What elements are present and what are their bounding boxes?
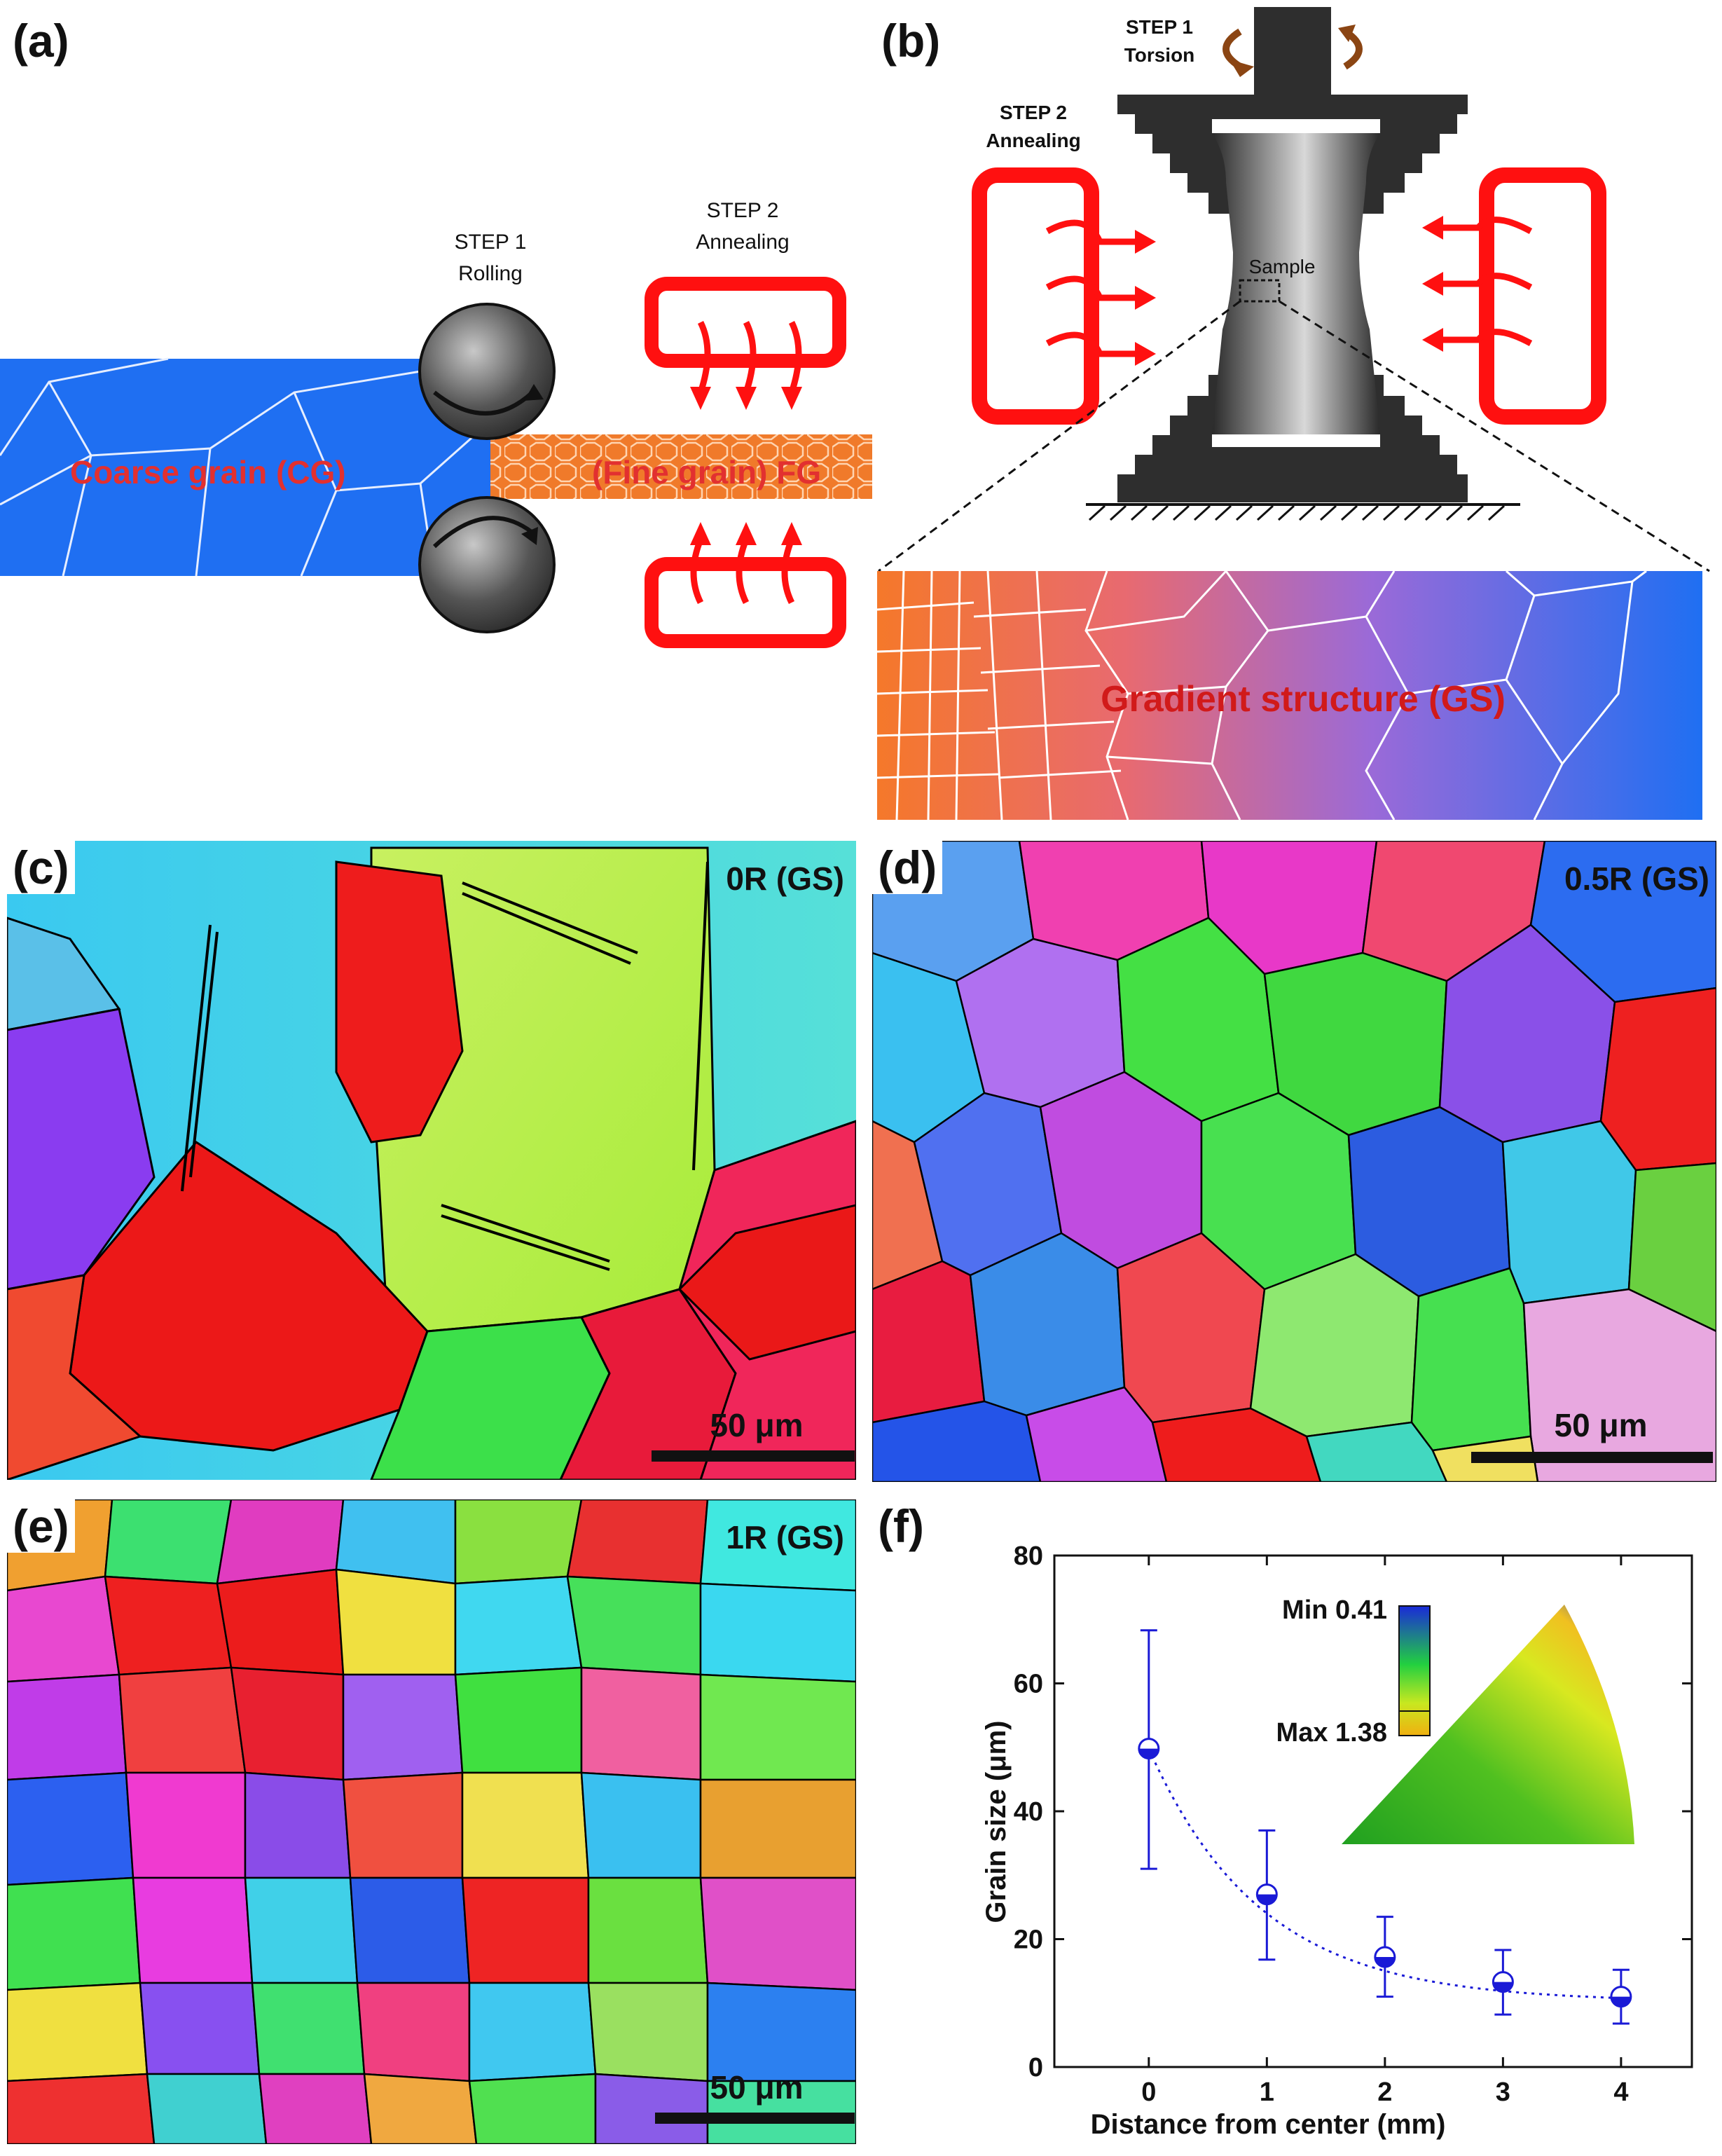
- panel-e-label: (e): [7, 1499, 75, 1553]
- panel-a: STEP 1 Rolling STEP 2 Annealing Coarse g…: [0, 0, 876, 820]
- a-step1-title: STEP 1: [455, 231, 527, 254]
- x-tick-label: 2: [1377, 2078, 1392, 2107]
- panel-b: Sample: [876, 0, 1722, 820]
- sample-region-box: [1239, 279, 1281, 303]
- a-step2-name: Annealing: [696, 231, 789, 254]
- b-step1-title: STEP 1: [1126, 16, 1193, 38]
- ebsd-map-1r: 1R (GS) 50 μm: [6, 1498, 857, 2145]
- top-roller-arrow: [433, 390, 535, 416]
- gradient-structure-box: [877, 571, 1702, 820]
- grain-mosaic-d: [871, 839, 1718, 1483]
- panel-d-label: (d): [872, 841, 943, 894]
- c-tag: 0R (GS): [726, 860, 844, 897]
- torsion-schematic: Sample: [876, 7, 1710, 820]
- x-tick-label: 1: [1260, 2078, 1274, 2107]
- ebsd-map-05r: 0.5R (GS) 50 μm: [871, 839, 1718, 1483]
- panel-a-label: (a): [7, 14, 75, 67]
- bottom-heater: [645, 557, 846, 648]
- y-tick-label: 0: [1028, 2053, 1043, 2082]
- heat-arrows-down: [697, 320, 802, 394]
- d-scale-label: 50 μm: [1555, 1407, 1648, 1443]
- torsion-shaft: [1254, 7, 1331, 95]
- d-tag: 0.5R (GS): [1564, 860, 1709, 897]
- fine-grain-strip: [490, 434, 872, 499]
- data-point-half-fill: [1375, 1957, 1395, 1968]
- panel-d-ebsd-map: 0.5R (GS) 50 μm (d): [871, 839, 1718, 1483]
- gs-grain-boundaries: [876, 570, 1647, 820]
- inverse-pole-figure-triangle: [1342, 1605, 1634, 1844]
- b-step1-name: Torsion: [1124, 44, 1195, 66]
- y-tick-label: 80: [1014, 1542, 1043, 1571]
- y-tick-label: 20: [1014, 1925, 1043, 1955]
- panel-e-ebsd-map: 1R (GS) 50 μm (e): [6, 1498, 857, 2145]
- bottom-roller-arrow: [432, 516, 534, 549]
- y-tick-label: 60: [1014, 1670, 1043, 1699]
- data-point-half-fill: [1257, 1894, 1277, 1904]
- e-tag: 1R (GS): [726, 1519, 844, 1556]
- ebsd-map-0r: 0R (GS) 50 μm: [6, 841, 857, 1482]
- panel-c-ebsd-map: 0R (GS) 50 μm (c): [6, 841, 857, 1482]
- top-heater: [645, 277, 846, 368]
- x-tick-label: 4: [1613, 2078, 1628, 2107]
- left-heater: [972, 167, 1099, 425]
- coarse-grain-slab: [0, 359, 490, 576]
- data-point-half-fill: [1611, 1996, 1631, 2007]
- inset-max-label: Max 1.38: [1276, 1718, 1387, 1748]
- panel-b-label: (b): [876, 14, 946, 67]
- rolling-schematic: STEP 1 Rolling STEP 2 Annealing Coarse g…: [0, 199, 872, 648]
- c-scale-label: 50 μm: [710, 1407, 804, 1443]
- panel-c-label: (c): [7, 841, 75, 894]
- x-axis-label: Distance from center (mm): [1091, 2109, 1446, 2140]
- a-step1-name: Rolling: [458, 262, 523, 285]
- a-step2-title: STEP 2: [707, 199, 779, 222]
- inset-colorbar: [1398, 1605, 1431, 1736]
- grain-mosaic-e: [6, 1498, 857, 2145]
- x-tick-label: 0: [1141, 2078, 1156, 2107]
- data-point-half-fill: [1493, 1982, 1513, 1992]
- data-point-half-fill: [1138, 1748, 1159, 1759]
- top-roller: [418, 303, 556, 440]
- sample-label: Sample: [1249, 256, 1316, 277]
- panel-f-label: (f): [872, 1499, 930, 1553]
- b-step2-name: Annealing: [986, 130, 1080, 151]
- x-tick-label: 3: [1496, 2078, 1510, 2107]
- fg-label: (Fine grain) FG: [592, 454, 821, 490]
- gs-label: Gradient structure (GS): [1101, 679, 1506, 720]
- e-scale-label: 50 μm: [710, 2069, 804, 2106]
- right-heater: [1479, 167, 1606, 425]
- b-step2-title: STEP 2: [1000, 102, 1067, 123]
- c-scale-bar: [652, 1450, 855, 1462]
- d-scale-bar: [1471, 1452, 1713, 1463]
- heat-arrows-up: [690, 538, 795, 605]
- panel-f-chart: 0 1 2 3 4 0 20 40 60 80 Min 0.41 Max 1.38 Distanc…: [872, 1499, 1722, 2152]
- e-scale-bar: [655, 2113, 855, 2124]
- cg-label: Coarse grain (CG): [70, 454, 346, 490]
- ground-hatch: [1088, 504, 1506, 521]
- y-axis-label: Grain size (μm): [981, 1721, 1012, 1923]
- y-tick-label: 40: [1014, 1797, 1043, 1827]
- twin-boundaries: [181, 861, 709, 1271]
- torsion-sample: [1212, 133, 1380, 434]
- inset-min-label: Min 0.41: [1282, 1595, 1387, 1625]
- data-points: [1138, 1738, 1632, 2008]
